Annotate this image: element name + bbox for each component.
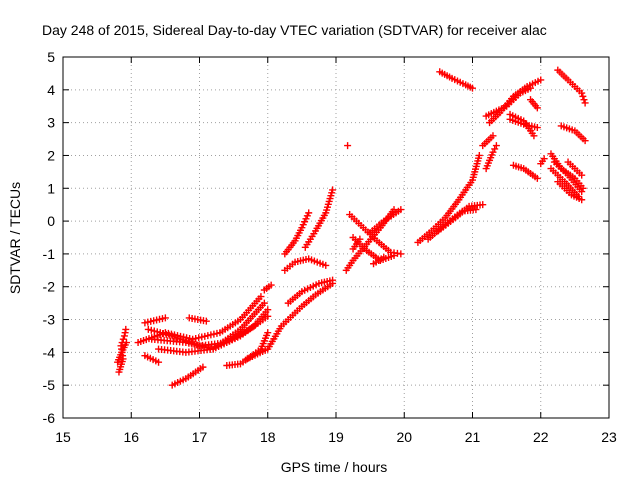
data-point xyxy=(161,314,169,322)
data-point xyxy=(397,206,405,214)
y-tick-label: 5 xyxy=(47,49,55,65)
data-series xyxy=(114,66,589,389)
data-point xyxy=(185,339,193,347)
data-point xyxy=(537,76,545,84)
x-tick-label: 22 xyxy=(533,429,549,445)
data-point xyxy=(527,84,535,92)
data-point xyxy=(578,171,586,179)
y-tick-label: 3 xyxy=(47,115,55,131)
data-point xyxy=(578,196,586,204)
x-tick-label: 15 xyxy=(55,429,71,445)
x-tick-label: 17 xyxy=(192,429,208,445)
y-tick-label: 1 xyxy=(47,180,55,196)
x-tick-label: 21 xyxy=(465,429,481,445)
data-point xyxy=(579,92,587,100)
x-tick-label: 19 xyxy=(328,429,344,445)
data-point xyxy=(322,261,330,269)
y-axis-label: SDTVAR / TECUs xyxy=(7,182,23,294)
data-point xyxy=(210,330,218,338)
data-point xyxy=(192,335,200,343)
data-point xyxy=(540,155,548,163)
y-tick-label: -2 xyxy=(43,279,56,295)
data-point xyxy=(122,325,130,333)
y-tick-label: -1 xyxy=(43,246,56,262)
data-point xyxy=(579,184,587,192)
data-point xyxy=(479,201,487,209)
y-tick-label: -6 xyxy=(43,410,56,426)
data-point xyxy=(260,299,268,307)
data-point xyxy=(201,332,209,340)
x-tick-label: 16 xyxy=(123,429,139,445)
data-point xyxy=(533,124,541,132)
data-point xyxy=(199,363,207,371)
data-point xyxy=(475,151,483,159)
x-tick-label: 18 xyxy=(260,429,276,445)
data-point xyxy=(264,329,272,337)
data-point xyxy=(161,329,169,337)
data-point xyxy=(207,331,215,339)
data-point xyxy=(380,253,388,261)
data-point xyxy=(489,132,497,140)
data-point xyxy=(264,306,272,314)
y-tick-label: -5 xyxy=(43,377,56,393)
data-point xyxy=(533,104,541,112)
data-point xyxy=(264,312,272,320)
data-point xyxy=(267,281,275,289)
data-point xyxy=(329,276,337,284)
data-point xyxy=(469,84,476,92)
x-tick-label: 20 xyxy=(396,429,412,445)
data-point xyxy=(578,89,586,97)
data-point xyxy=(397,250,405,258)
data-point xyxy=(122,339,130,347)
x-tick-label: 23 xyxy=(601,429,617,445)
data-point xyxy=(472,206,480,214)
data-point xyxy=(491,145,499,153)
data-point xyxy=(344,142,352,150)
data-point xyxy=(119,335,127,343)
grid xyxy=(63,57,609,418)
y-tick-label: 2 xyxy=(47,147,55,163)
x-axis-label: GPS time / hours xyxy=(281,459,388,475)
data-point xyxy=(581,137,589,145)
data-point xyxy=(356,235,364,243)
chart-title: Day 248 of 2015, Sidereal Day-to-day VTE… xyxy=(42,22,547,38)
data-point xyxy=(390,252,398,260)
data-point xyxy=(530,132,538,140)
y-tick-label: 0 xyxy=(47,213,55,229)
data-point xyxy=(329,186,337,194)
data-point xyxy=(492,142,500,150)
data-point xyxy=(581,99,589,107)
data-point xyxy=(174,332,182,340)
data-point xyxy=(533,174,541,182)
data-point xyxy=(580,96,588,104)
y-tick-label: -4 xyxy=(43,344,56,360)
y-tick-label: 4 xyxy=(47,82,55,98)
y-tick-label: -3 xyxy=(43,312,56,328)
data-point xyxy=(164,329,172,337)
data-point xyxy=(305,209,313,217)
plot-frame xyxy=(62,56,610,419)
data-point xyxy=(183,334,191,342)
data-point xyxy=(257,293,265,301)
data-point xyxy=(202,317,210,325)
data-point xyxy=(155,358,163,366)
